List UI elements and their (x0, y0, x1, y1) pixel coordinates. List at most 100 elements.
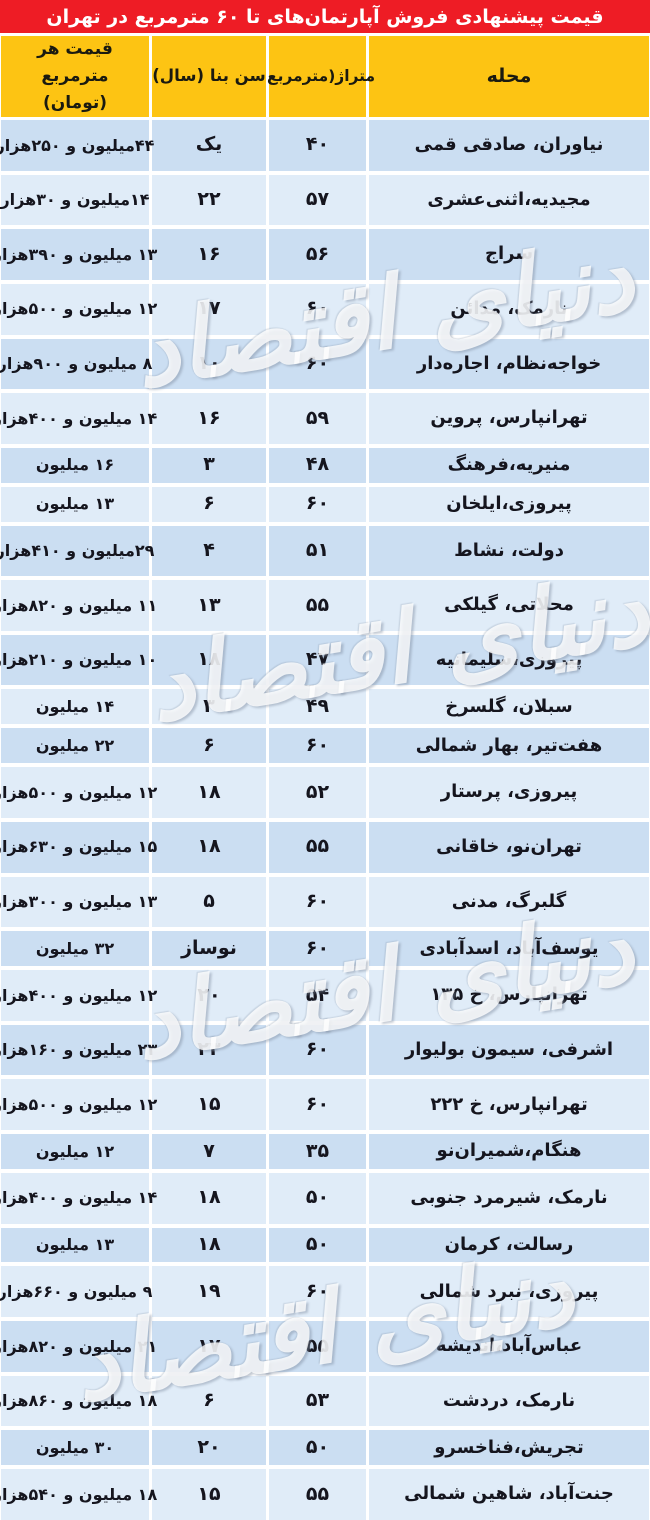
price-cell: ۱۰ میلیون و ۲۱۰هزار (0, 634, 157, 686)
neighborhood-cell: هنگام،شمیران‌نو (369, 1133, 649, 1169)
price-cell: ۱۴میلیون و ۳۰هزار (0, 174, 150, 226)
price-cell: ۱۴ میلیون (1, 689, 149, 725)
table-row: پیروزی، پرستار ۵۲ ۱۸ ۱۲ میلیون و ۵۰۰هزار (0, 767, 650, 818)
age-cell: ۲۲ (152, 174, 266, 226)
age-cell: ۳ (152, 447, 266, 483)
price-cell: ۳۲ میلیون (1, 931, 149, 967)
table-row: تهران‌نو، خاقانی ۵۵ ۱۸ ۱۵ میلیون و ۶۳۰هز… (0, 821, 650, 873)
neighborhood-cell: نیاوران، صادقی قمی (369, 120, 649, 171)
area-cell: ۶۰ (269, 876, 366, 928)
neighborhood-cell: نارمک، مدائن (369, 283, 649, 335)
area-cell: ۵۵ (269, 1469, 366, 1520)
table-row: یوسف‌آباد، اسدآبادی ۶۰ نوساز ۳۲ میلیون (0, 931, 650, 967)
age-cell: ۱۸ (152, 767, 266, 818)
table-row: محلاتی، گیلکی ۵۵ ۱۳ ۱۱ میلیون و ۸۲۰هزار (0, 580, 650, 631)
age-cell: ۷ (152, 1133, 266, 1169)
age-cell: ۱۸ (152, 1227, 266, 1263)
age-cell: ۱۵ (152, 1079, 266, 1130)
table-row: سبلان، گلسرخ ۴۹ ۳ ۱۴ میلیون (0, 689, 650, 725)
price-cell: ۱۳ میلیون و ۳۹۰هزار (0, 229, 157, 280)
price-cell: ۱۵ میلیون و ۶۳۰هزار (0, 821, 157, 873)
table-row: نارمک، شیرمرد جنوبی ۵۰ ۱۸ ۱۴ میلیون و ۴۰… (0, 1172, 650, 1224)
age-cell: ۱۶ (152, 393, 266, 444)
price-cell: ۱۳ میلیون (1, 486, 149, 522)
age-cell: نوساز (152, 931, 266, 967)
neighborhood-cell: هفت‌تیر، بهار شمالی (369, 728, 649, 764)
area-cell: ۶۰ (269, 931, 366, 967)
age-cell: ۱۰ (152, 338, 266, 390)
table-row: هفت‌تیر، بهار شمالی ۶۰ ۶ ۲۲ میلیون (0, 728, 650, 764)
area-cell: ۵۵ (269, 821, 366, 873)
neighborhood-cell: محلاتی، گیلکی (369, 580, 649, 631)
table-row: گلبرگ، مدنی ۶۰ ۵ ۱۳ میلیون و ۳۰۰هزار (0, 876, 650, 928)
age-cell: ۳ (152, 689, 266, 725)
neighborhood-cell: تهران‌نو، خاقانی (369, 821, 649, 873)
neighborhood-cell: پیروزی، نبرد شمالی (369, 1266, 649, 1318)
table-row: نیاوران، صادقی قمی ۴۰ یک ۴۴میلیون و ۲۵۰ه… (0, 120, 650, 171)
price-cell: ۱۲ میلیون و ۵۰۰هزار (0, 767, 157, 818)
price-cell: ۸ میلیون و ۹۰۰هزار (0, 338, 152, 390)
price-cell: ۳۰ میلیون (1, 1430, 149, 1466)
neighborhood-cell: خواجه‌نظام، اجاره‌دار (369, 338, 649, 390)
area-cell: ۶۰ (269, 1266, 366, 1318)
area-cell: ۶۰ (269, 728, 366, 764)
column-header-area: متراژ(مترمربع) (260, 36, 375, 117)
area-cell: ۴۷ (269, 634, 366, 686)
column-header-neighborhood: محله (369, 36, 649, 117)
area-cell: ۵۱ (269, 525, 366, 577)
table-row: سراج ۵۶ ۱۶ ۱۳ میلیون و ۳۹۰هزار (0, 229, 650, 280)
table-header-row: محله متراژ(مترمربع) سن بنا (سال) قیمت هر… (0, 36, 650, 117)
area-cell: ۵۰ (269, 1172, 366, 1224)
price-cell: ۴۴میلیون و ۲۵۰هزار (0, 120, 154, 171)
neighborhood-cell: گلبرگ، مدنی (369, 876, 649, 928)
age-cell: ۴ (152, 525, 266, 577)
price-cell: ۲۱ میلیون و ۸۲۰هزار (0, 1321, 157, 1372)
table-row: منیریه،فرهنگ ۴۸ ۳ ۱۶ میلیون (0, 447, 650, 483)
neighborhood-cell: اشرفی، سیمون بولیوار (369, 1024, 649, 1076)
table-row: اشرفی، سیمون بولیوار ۶۰ ۲۳ ۲۳ میلیون و ۱… (0, 1024, 650, 1076)
price-cell: ۲۹میلیون و ۴۱۰هزار (0, 525, 154, 577)
table-row: پیروزی، نبرد شمالی ۶۰ ۱۹ ۹ میلیون و ۶۶۰ه… (0, 1266, 650, 1318)
age-cell: ۱۹ (152, 1266, 266, 1318)
neighborhood-cell: پیروزی، پرستار (369, 767, 649, 818)
area-cell: ۴۸ (269, 447, 366, 483)
price-cell: ۲۲ میلیون (1, 728, 149, 764)
price-cell: ۱۱ میلیون و ۸۲۰هزار (0, 580, 157, 631)
neighborhood-cell: یوسف‌آباد، اسدآبادی (369, 931, 649, 967)
age-cell: ۱۸ (152, 1172, 266, 1224)
table-row: رسالت، کرمان ۵۰ ۱۸ ۱۳ میلیون (0, 1227, 650, 1263)
area-cell: ۵۳ (269, 1375, 366, 1427)
neighborhood-cell: نارمک، دردشت (369, 1375, 649, 1427)
neighborhood-cell: نارمک، شیرمرد جنوبی (369, 1172, 649, 1224)
area-cell: ۵۹ (269, 393, 366, 444)
price-cell: ۱۲ میلیون و ۵۰۰هزار (0, 283, 157, 335)
area-cell: ۴۰ (269, 120, 366, 171)
price-cell: ۹ میلیون و ۶۶۰هزار (0, 1266, 152, 1318)
table-row: نارمک، دردشت ۵۳ ۶ ۱۸ میلیون و ۸۶۰هزار (0, 1375, 650, 1427)
age-cell: ۶ (152, 486, 266, 522)
table-row: پیروزی،ایلخان ۶۰ ۶ ۱۳ میلیون (0, 486, 650, 522)
area-cell: ۳۵ (269, 1133, 366, 1169)
neighborhood-cell: تهرانپارس، خ ۲۲۲ (369, 1079, 649, 1130)
price-cell: ۱۲ میلیون (1, 1133, 149, 1169)
area-cell: ۴۹ (269, 689, 366, 725)
title-bar: قیمت پیشنهادی فروش آپارتمان‌های تا ۶۰ مت… (0, 0, 650, 33)
neighborhood-cell: عباس‌آباد،اندیشه (369, 1321, 649, 1372)
age-cell: ۱۷ (152, 283, 266, 335)
area-cell: ۵۶ (269, 229, 366, 280)
table-row: تهرانپارس، پروین ۵۹ ۱۶ ۱۴ میلیون و ۴۰۰هز… (0, 393, 650, 444)
table-row: مجیدیه،اثنی‌عشری ۵۷ ۲۲ ۱۴میلیون و ۳۰هزار (0, 174, 650, 226)
table-row: خواجه‌نظام، اجاره‌دار ۶۰ ۱۰ ۸ میلیون و ۹… (0, 338, 650, 390)
table-row: تجریش،فناخسرو ۵۰ ۲۰ ۳۰ میلیون (0, 1430, 650, 1466)
price-cell: ۱۲ میلیون و ۵۰۰هزار (0, 1079, 157, 1130)
neighborhood-cell: پیروزی،ایلخان (369, 486, 649, 522)
age-cell: ۶ (152, 728, 266, 764)
area-cell: ۵۰ (269, 1227, 366, 1263)
area-cell: ۵۲ (269, 767, 366, 818)
age-cell: ۵ (152, 876, 266, 928)
neighborhood-cell: جنت‌آباد، شاهین شمالی (369, 1469, 649, 1520)
